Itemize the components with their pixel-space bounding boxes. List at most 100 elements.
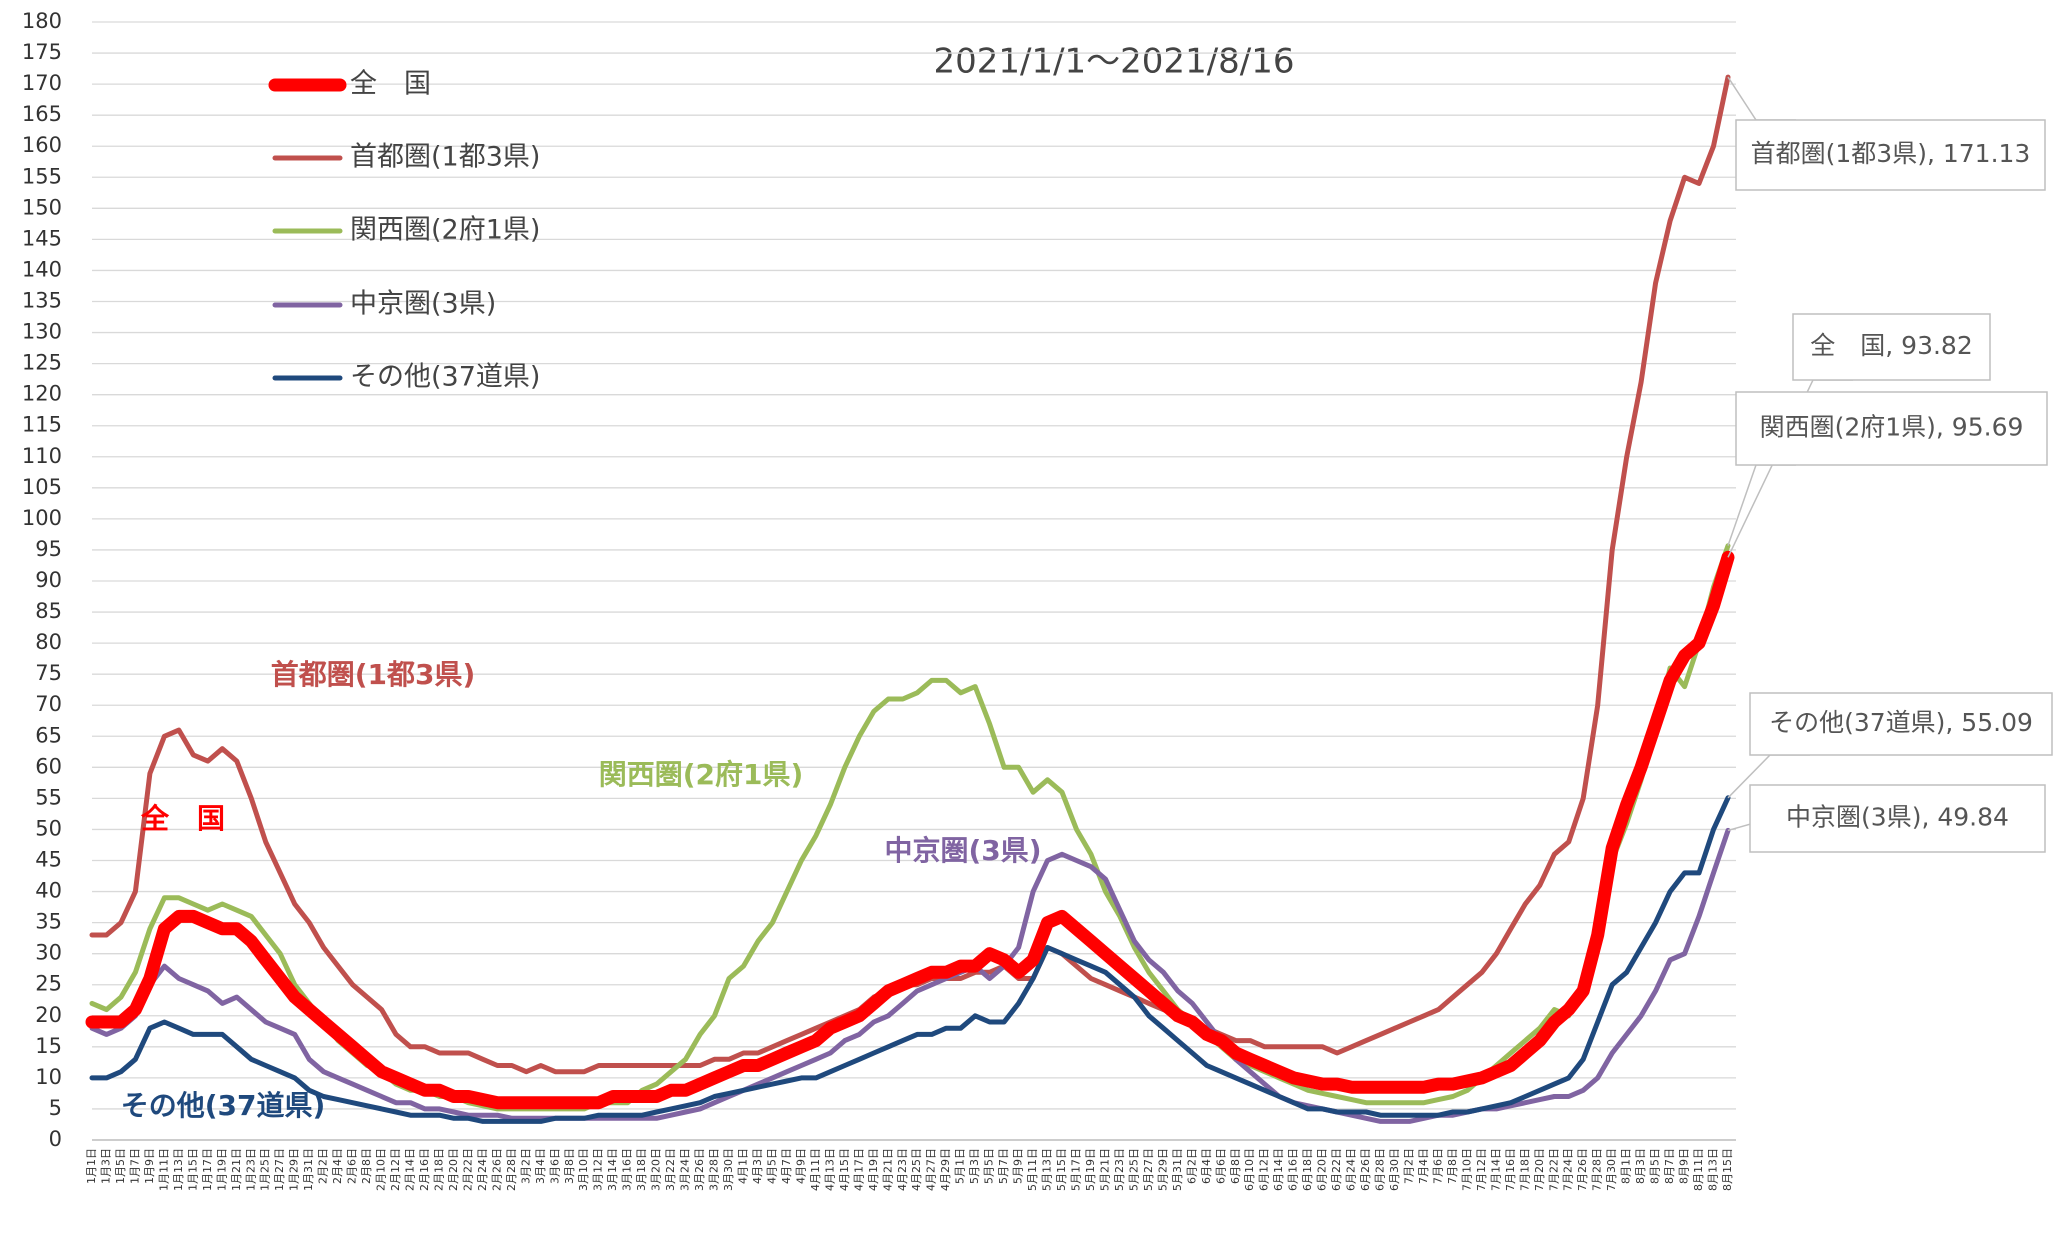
x-tick-label: 7月28日 xyxy=(1591,1148,1604,1191)
series-line xyxy=(85,550,1735,1110)
callout-box xyxy=(1749,784,2046,853)
x-tick-label: 1月21日 xyxy=(230,1148,243,1191)
x-tick-label: 2月20日 xyxy=(447,1148,460,1191)
x-tick-label: 6月26日 xyxy=(1359,1148,1372,1191)
x-tick-label: 7月4日 xyxy=(1417,1148,1430,1184)
y-tick-label: 120 xyxy=(22,382,62,406)
y-tick-label: 125 xyxy=(22,351,62,375)
x-tick-label: 7月20日 xyxy=(1533,1148,1546,1191)
x-tick-label: 6月22日 xyxy=(1330,1148,1343,1191)
x-tick-label: 3月26日 xyxy=(693,1148,706,1191)
x-tick-label: 2月2日 xyxy=(317,1148,330,1184)
x-tick-label: 2月16日 xyxy=(418,1148,431,1191)
x-tick-label: 3月18日 xyxy=(635,1148,648,1191)
legend-label: 首都圏(1都3県) xyxy=(350,142,540,173)
callout-box xyxy=(1735,391,2048,466)
x-tick-label: 5月3日 xyxy=(968,1148,981,1184)
x-tick-label: 4月7日 xyxy=(780,1148,793,1184)
y-tick-label: 165 xyxy=(22,102,62,126)
y-tick-label: 50 xyxy=(35,816,62,840)
callout-box xyxy=(1749,692,2053,756)
x-tick-label: 7月6日 xyxy=(1431,1148,1444,1184)
x-tick-label: 3月22日 xyxy=(664,1148,677,1191)
x-tick-label: 7月14日 xyxy=(1489,1148,1502,1191)
x-tick-label: 4月3日 xyxy=(751,1148,764,1184)
legend-label: 中京圏(3県) xyxy=(350,289,496,320)
y-tick-label: 145 xyxy=(22,226,62,250)
x-tick-label: 8月15日 xyxy=(1721,1148,1734,1191)
x-tick-label: 4月19日 xyxy=(867,1148,880,1191)
x-tick-label: 7月16日 xyxy=(1504,1148,1517,1191)
x-tick-label: 4月17日 xyxy=(852,1148,865,1191)
x-tick-label: 6月20日 xyxy=(1316,1148,1329,1191)
y-tick-label: 160 xyxy=(22,133,62,157)
legend-label: その他(37道県) xyxy=(350,362,540,393)
x-tick-label: 5月13日 xyxy=(1041,1148,1054,1191)
x-tick-label: 4月15日 xyxy=(838,1148,851,1191)
y-tick-label: 60 xyxy=(35,754,62,778)
x-tick-label: 2月4日 xyxy=(331,1148,344,1184)
y-tick-label: 100 xyxy=(22,506,62,530)
y-tick-label: 30 xyxy=(35,941,62,965)
series-label: 中京圏(3県) xyxy=(884,834,1041,867)
x-tick-label: 1月7日 xyxy=(128,1148,141,1184)
x-tick-label: 3月16日 xyxy=(621,1148,634,1191)
x-tick-label: 6月28日 xyxy=(1374,1148,1387,1191)
x-tick-label: 3月8日 xyxy=(563,1148,576,1184)
x-tick-label: 2月18日 xyxy=(432,1148,445,1191)
callout-text: 全 国, 93.82 xyxy=(1810,331,1972,360)
x-tick-label: 7月8日 xyxy=(1446,1148,1459,1184)
x-tick-label: 5月15日 xyxy=(1055,1148,1068,1191)
x-tick-label: 1月23日 xyxy=(244,1148,257,1191)
y-tick-label: 90 xyxy=(35,568,62,592)
x-tick-label: 8月7日 xyxy=(1663,1148,1676,1184)
series-label: 全 国 xyxy=(140,802,225,835)
x-tick-label: 6月10日 xyxy=(1243,1148,1256,1191)
y-tick-label: 85 xyxy=(35,599,62,623)
y-tick-label: 5 xyxy=(49,1096,62,1120)
x-tick-label: 3月28日 xyxy=(708,1148,721,1191)
x-tick-label: 2月24日 xyxy=(476,1148,489,1191)
x-tick-label: 1月5日 xyxy=(114,1148,127,1184)
callout-leader xyxy=(1727,76,1796,121)
x-tick-label: 5月23日 xyxy=(1113,1148,1126,1191)
series-label: その他(37道県) xyxy=(121,1089,326,1122)
y-tick-label: 110 xyxy=(22,444,62,468)
x-tick-label: 4月11日 xyxy=(809,1148,822,1191)
x-tick-label: 5月7日 xyxy=(997,1148,1010,1184)
series-label: 関西圏(2府1県) xyxy=(599,758,804,791)
x-tick-label: 7月18日 xyxy=(1518,1148,1531,1191)
x-tick-label: 1月17日 xyxy=(201,1148,214,1191)
x-tick-label: 8月9日 xyxy=(1678,1148,1691,1184)
x-tick-label: 7月12日 xyxy=(1475,1148,1488,1191)
x-tick-label: 1月3日 xyxy=(99,1148,112,1184)
x-tick-label: 5月19日 xyxy=(1084,1148,1097,1191)
series-line xyxy=(89,795,1731,1124)
y-tick-label: 175 xyxy=(22,40,62,64)
y-tick-label: 130 xyxy=(22,320,62,344)
x-tick-label: 7月2日 xyxy=(1402,1148,1415,1184)
x-tick-label: 7月24日 xyxy=(1562,1148,1575,1191)
y-tick-label: 70 xyxy=(35,692,62,716)
y-tick-label: 25 xyxy=(35,972,62,996)
y-tick-label: 135 xyxy=(22,289,62,313)
y-tick-label: 180 xyxy=(22,9,62,33)
x-tick-label: 5月27日 xyxy=(1142,1148,1155,1191)
callout-text: その他(37道県), 55.09 xyxy=(1769,708,2033,737)
x-tick-label: 8月3日 xyxy=(1634,1148,1647,1184)
x-tick-label: 2月12日 xyxy=(389,1148,402,1191)
x-tick-label: 3月20日 xyxy=(650,1148,663,1191)
y-tick-label: 105 xyxy=(22,475,62,499)
series-label: 首都圏(1都3県) xyxy=(271,658,476,691)
x-tick-label: 3月4日 xyxy=(534,1148,547,1184)
y-tick-label: 140 xyxy=(22,257,62,281)
x-tick-label: 5月1日 xyxy=(954,1148,967,1184)
series-line xyxy=(89,543,1731,1112)
callout-text: 首都圏(1都3県), 171.13 xyxy=(1751,139,2031,168)
y-tick-label: 115 xyxy=(22,413,62,437)
x-tick-label: 1月19日 xyxy=(215,1148,228,1191)
x-tick-label: 8月1日 xyxy=(1620,1148,1633,1184)
x-tick-label: 4月25日 xyxy=(910,1148,923,1191)
y-tick-label: 170 xyxy=(22,71,62,95)
